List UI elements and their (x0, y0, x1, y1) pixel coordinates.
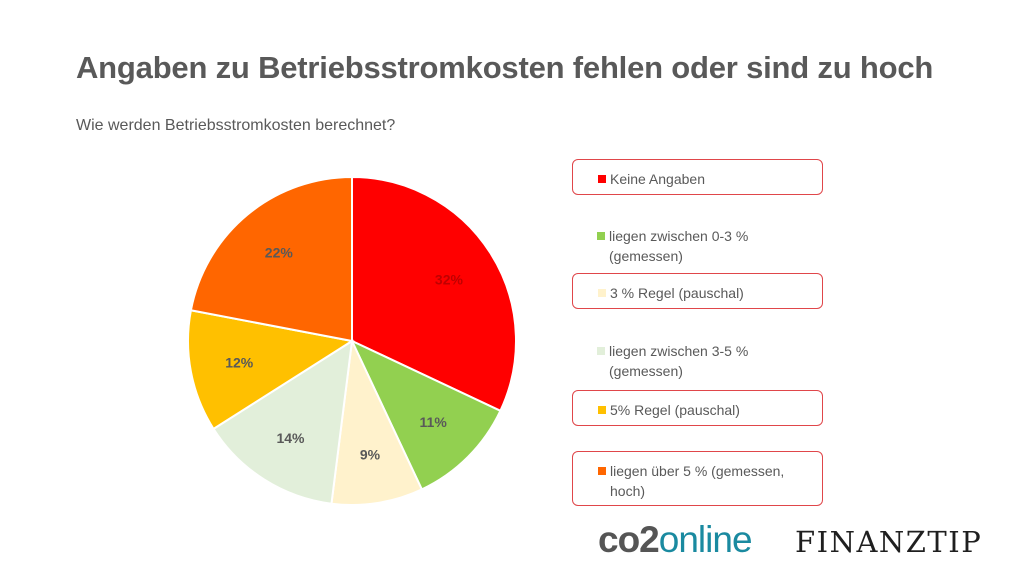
co2online-logo: co2online (598, 519, 753, 560)
legend-label: liegen über 5 % (gemessen, hoch) (610, 463, 785, 499)
pie-slice-0 (351, 175, 517, 413)
pie-slice-1 (349, 338, 502, 491)
page-title: Angaben zu Betriebsstromkosten fehlen od… (76, 50, 934, 85)
legend-item-3-5-gemessen: liegen zwischen 3-5 % (gemessen) (572, 332, 823, 382)
legend-item-keine-angaben: Keine Angaben (572, 159, 823, 195)
pie-data-label-4: 12% (225, 355, 254, 371)
pie-slice-5 (189, 175, 353, 343)
pie-slice-4 (187, 309, 355, 431)
legend-item-3-regel-pauschal: 3 % Regel (pauschal) (572, 273, 823, 309)
legend-swatch (598, 467, 606, 475)
chart-subtitle: Wie werden Betriebsstromkosten berechnet… (76, 117, 396, 134)
legend-swatch (598, 406, 606, 414)
legend-item-5-regel-pauschal: 5% Regel (pauschal) (572, 390, 823, 426)
pie-data-label-2: 9% (360, 446, 381, 462)
pie-slice-3 (212, 339, 354, 505)
pie-data-label-5: 22% (265, 245, 294, 261)
pie-data-label-0: 32% (435, 271, 464, 287)
legend-swatch (598, 289, 606, 297)
legend-label: Keine Angaben (610, 171, 705, 187)
legend-item-0-3-gemessen: liegen zwischen 0-3 % (gemessen) (572, 217, 823, 267)
pie-data-label-1: 11% (420, 414, 448, 430)
legend-label: liegen zwischen 3-5 % (gemessen) (609, 343, 749, 379)
pie-slice-2 (330, 337, 424, 506)
legend-item-ueber-5-gemessen-hoch: liegen über 5 % (gemessen, hoch) (572, 451, 823, 506)
finanztip-logo: FINANZTIP (795, 525, 983, 559)
pie-data-label-3: 14% (276, 430, 305, 446)
legend-swatch (597, 232, 605, 240)
pie-chart: 32% 11% 9% 14% 12% 22% (187, 175, 517, 506)
legend-label: 3 % Regel (pauschal) (610, 285, 744, 301)
legend-label: 5% Regel (pauschal) (610, 402, 740, 418)
legend-swatch (598, 175, 606, 183)
legend-label: liegen zwischen 0-3 % (gemessen) (609, 228, 749, 264)
legend-swatch (597, 347, 605, 355)
